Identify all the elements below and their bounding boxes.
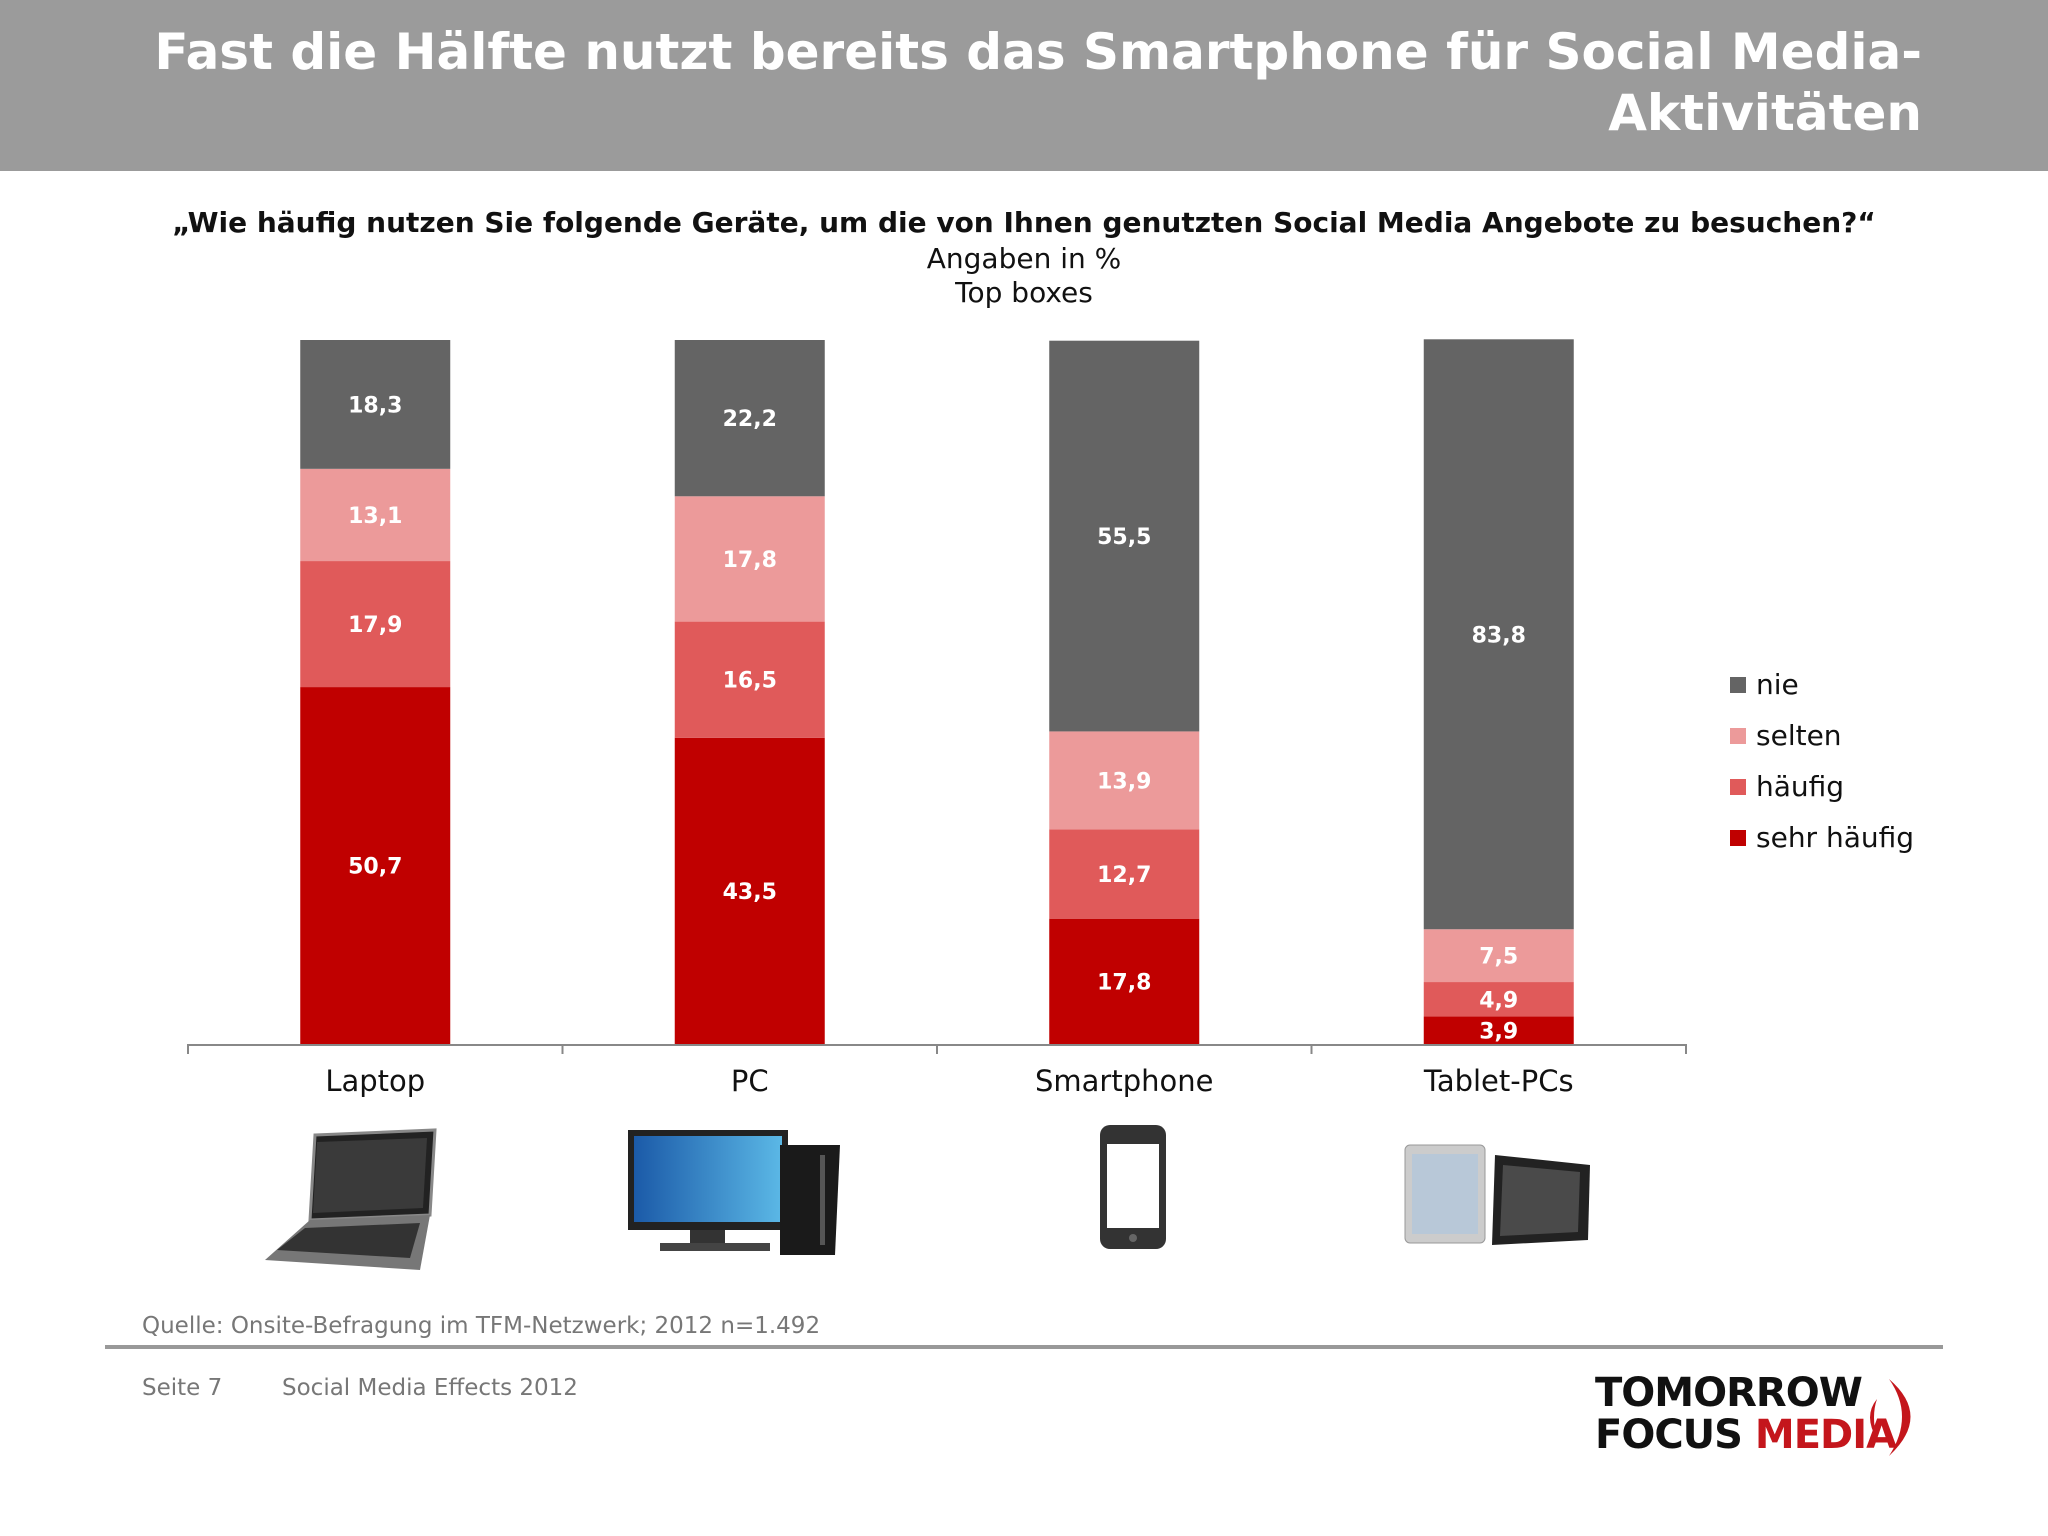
logo-line-1: TOMORROW [1595,1370,1863,1416]
chart-question: „Wie häufig nutzen Sie folgende Geräte, … [172,206,1876,239]
legend-swatch [1730,829,1746,846]
smartphone-icon [1100,1125,1166,1249]
bar-segment-häufig [1049,829,1200,919]
bar-segment-nie [300,340,451,469]
pc-icon [628,1130,840,1255]
data-label: 18,3 [348,393,402,418]
title-line-2: Aktivitäten [1608,84,1922,142]
title-line-1: Fast die Hälfte nutzt bereits das Smartp… [154,23,1922,81]
data-label: 7,5 [1479,945,1518,970]
bar-segment-sehr-häufig [674,737,825,1044]
legend-label: häufig [1756,770,1845,803]
header-bar [0,0,2048,171]
legend-item: selten [1730,719,1842,752]
legend-item: nie [1730,668,1799,701]
legend-item: sehr häufig [1730,821,1914,854]
footer-divider [105,1345,1943,1349]
data-label: 43,5 [723,880,777,905]
legend-label: sehr häufig [1756,821,1915,854]
chart-subtitle-units: Angaben in % [926,242,1122,275]
category-label: Laptop [325,1064,426,1098]
tomorrow-focus-media-logo: TOMORROW FOCUS MEDIA [1595,1372,1945,1464]
chart-subtitle-topboxes: Top boxes [955,276,1093,309]
data-label: 17,8 [1097,970,1151,995]
source-note: Quelle: Onsite-Befragung im TFM-Netzwerk… [142,1313,821,1339]
bar-segment-sehr-häufig [300,687,451,1044]
category-label: Smartphone [1035,1064,1214,1098]
legend-label: nie [1756,668,1799,701]
bar-segment-selten [1423,929,1574,983]
legend-item: häufig [1730,770,1844,803]
page-title: Fast die Hälfte nutzt bereits das Smartp… [22,22,1922,144]
data-label: 13,9 [1097,769,1151,794]
data-label: 13,1 [348,504,402,529]
bar-segment-häufig [674,621,825,738]
bar-segment-nie [1049,340,1200,732]
category-label: Tablet-PCs [1423,1064,1574,1098]
data-label: 12,7 [1097,863,1151,888]
data-label: 17,8 [723,548,777,573]
logo-focus: FOCUS [1595,1412,1743,1458]
legend-swatch [1730,778,1746,795]
data-label: 3,9 [1479,1019,1518,1044]
data-label: 22,2 [723,407,777,432]
tablet-icon [1404,1144,1590,1245]
category-label: PC [730,1064,769,1098]
bar-segment-selten [674,496,825,622]
laptop-icon [265,1128,437,1270]
bar-segment-häufig [1423,982,1574,1017]
data-label: 4,9 [1479,988,1518,1013]
legend-label: selten [1756,719,1842,752]
footer-title: Social Media Effects 2012 [282,1375,578,1401]
bar-segment-selten [1049,731,1200,830]
bar-segment-häufig [300,561,451,688]
data-label: 55,5 [1097,525,1151,550]
page-number: Seite 7 [142,1375,223,1401]
legend-swatch [1730,676,1746,693]
legend-swatch [1730,727,1746,744]
bar-segment-nie [674,340,825,497]
bar-segment-sehr-häufig [1423,1016,1574,1044]
stacked-bar-chart: 50,7 17,9 13,1 18,3 43,5 16,5 17,8 22,2 17,8 12,7… [187,339,1687,1054]
logo-bracket-icon [1870,1379,1911,1456]
bar-segment-nie [1423,339,1574,930]
data-label: 50,7 [348,855,402,880]
data-label: 83,8 [1472,623,1526,648]
bar-segment-sehr-häufig [1049,918,1200,1044]
data-label: 16,5 [723,669,777,694]
bar-segment-selten [300,468,451,562]
data-label: 17,9 [348,613,402,638]
